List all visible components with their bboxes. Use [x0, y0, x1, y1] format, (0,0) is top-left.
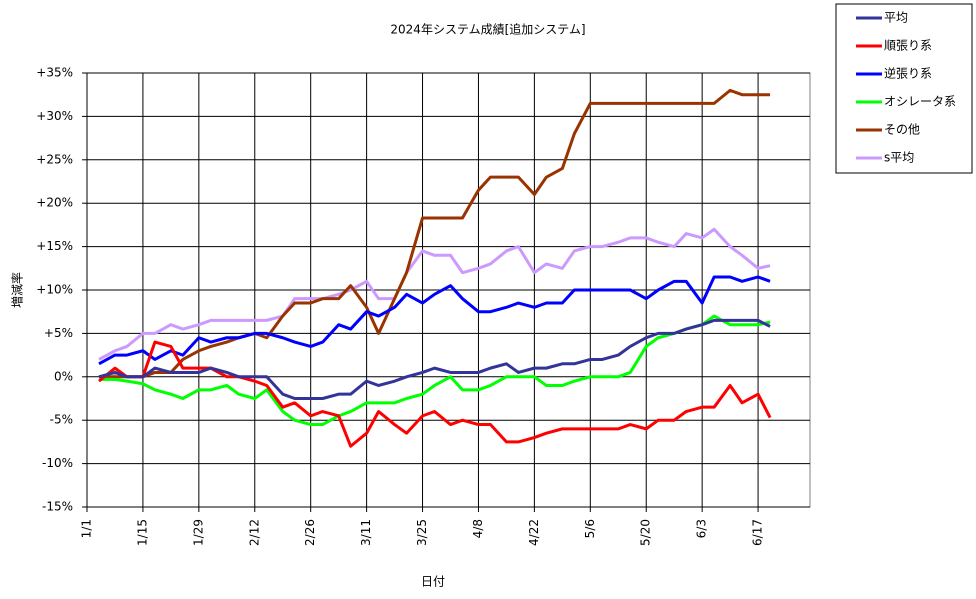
- x-tick-label: 1/15: [135, 519, 149, 546]
- y-tick-label: +30%: [36, 109, 73, 123]
- x-tick-label: 3/11: [359, 519, 373, 546]
- y-tick-label: +25%: [36, 152, 73, 166]
- x-tick-label: 1/29: [191, 519, 205, 546]
- series-line: [98, 314, 771, 427]
- y-axis-label: 増減率: [10, 272, 25, 308]
- x-tick-label: 5/20: [639, 519, 653, 546]
- x-tick-label: 2/12: [247, 519, 261, 546]
- legend-label: 平均: [884, 11, 908, 25]
- x-tick-label: 3/25: [415, 519, 429, 546]
- legend-box: [835, 3, 973, 174]
- series-line: [98, 318, 771, 400]
- legend-label: 逆張り系: [884, 66, 932, 81]
- legend-label: s平均: [884, 151, 914, 165]
- x-tick-label: 2/26: [303, 519, 317, 546]
- y-tick-label: -5%: [50, 413, 73, 427]
- series-line: [98, 275, 771, 366]
- y-tick-label: +20%: [36, 196, 73, 210]
- x-tick-label: 6/3: [695, 519, 709, 538]
- x-axis-label: 日付: [421, 575, 445, 589]
- y-tick-label: 0%: [54, 369, 73, 383]
- x-tick-label: 6/17: [751, 519, 765, 546]
- legend-label: オシレータ系: [884, 95, 956, 109]
- y-tick-label: -15%: [42, 500, 73, 514]
- y-tick-label: +10%: [36, 283, 73, 297]
- x-tick-label: 4/8: [471, 519, 485, 538]
- legend-label: 順張り系: [884, 39, 932, 53]
- y-tick-label: +35%: [36, 66, 73, 80]
- x-tick-label: 5/6: [583, 519, 597, 538]
- legend-label: その他: [884, 123, 920, 137]
- x-tick-label: 4/22: [527, 519, 541, 546]
- y-tick-label: +5%: [44, 326, 73, 340]
- y-tick-label: +15%: [36, 239, 73, 253]
- chart-title: 2024年システム成績[追加システム]: [390, 22, 585, 37]
- series-line: [98, 227, 771, 361]
- series-line: [98, 88, 771, 379]
- y-tick-label: -10%: [42, 456, 73, 470]
- x-tick-label: 1/1: [80, 519, 94, 538]
